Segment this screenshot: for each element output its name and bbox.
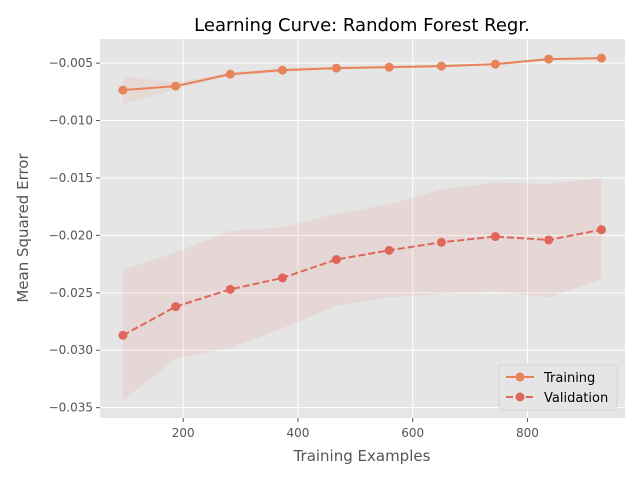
legend-label: Training	[543, 371, 595, 386]
legend-marker-icon	[515, 372, 525, 382]
y-tick-label: −0.020	[49, 228, 93, 242]
series-lines	[118, 53, 606, 340]
validation-point	[544, 235, 554, 245]
y-tick-label: −0.015	[49, 171, 93, 185]
training-band	[122, 56, 602, 104]
y-axis-label: Mean Squared Error	[14, 153, 32, 303]
x-tick-label: 600	[401, 426, 424, 440]
y-tick-label: −0.010	[49, 114, 93, 128]
validation-point	[118, 330, 128, 340]
validation-band	[122, 177, 602, 401]
x-axis-ticks: 200 400 600 800	[172, 418, 539, 440]
training-line	[122, 57, 602, 92]
training-point	[277, 65, 287, 75]
legend: Training Validation	[498, 364, 618, 411]
x-axis-label: Training Examples	[293, 447, 431, 465]
y-tick-label: −0.035	[49, 401, 93, 415]
training-point	[544, 54, 554, 64]
x-tick-label: 400	[286, 426, 309, 440]
validation-point	[490, 232, 500, 242]
validation-point	[225, 284, 235, 294]
plot-area	[100, 39, 625, 418]
y-axis-ticks: −0.005 −0.010 −0.015 −0.020 −0.025 −0.030 −0.0…	[49, 56, 100, 415]
training-point	[331, 63, 341, 73]
validation-point	[436, 237, 446, 247]
training-point	[225, 69, 235, 79]
validation-point	[596, 225, 606, 235]
gridlines	[100, 39, 625, 418]
validation-point	[331, 255, 341, 265]
training-point	[436, 61, 446, 71]
x-tick-label: 800	[516, 426, 539, 440]
training-point	[490, 59, 500, 69]
legend-marker-icon	[515, 392, 525, 402]
chart-title: Learning Curve: Random Forest Regr.	[194, 15, 530, 36]
training-point	[171, 81, 181, 91]
validation-point	[277, 273, 287, 283]
legend-label: Validation	[544, 391, 608, 406]
x-tick-label: 200	[172, 426, 195, 440]
confidence-bands	[122, 56, 602, 401]
y-tick-label: −0.005	[49, 56, 93, 70]
training-point	[384, 62, 394, 72]
training-point	[596, 53, 606, 63]
validation-point	[171, 302, 181, 312]
y-tick-label: −0.030	[49, 343, 93, 357]
training-point	[118, 85, 128, 95]
validation-line	[122, 228, 602, 337]
y-tick-label: −0.025	[49, 286, 93, 300]
validation-point	[384, 245, 394, 255]
